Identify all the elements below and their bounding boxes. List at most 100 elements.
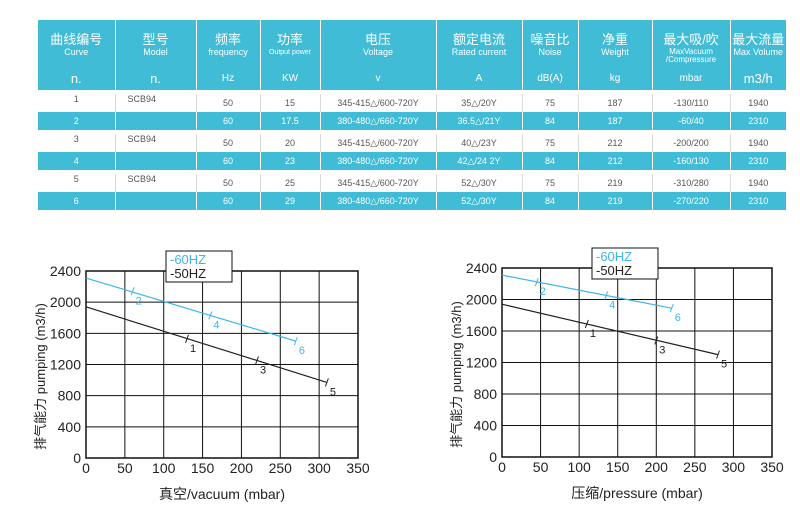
header-cn-cell: 噪音比	[522, 20, 579, 48]
table-cell: 2310	[730, 152, 786, 170]
table-cell: 84	[522, 112, 579, 130]
unit-cell: A	[436, 66, 523, 90]
table-cell: 380-480△/660-720Y	[320, 152, 437, 170]
table-cell: 6	[38, 192, 116, 210]
spec-table-body: 1 SCB94 50 15 345-415△/600-720Y 35△/20Y 75 187-…	[38, 94, 786, 210]
unit-cell: kg	[578, 66, 653, 90]
x-tick-label: 350	[346, 460, 370, 476]
legend-box	[591, 247, 659, 280]
header-cn-cell: 净重	[578, 20, 653, 48]
table-cell: 60	[196, 112, 261, 130]
table-cell: 75	[522, 174, 579, 192]
table-cell: 345-415△/600-720Y	[320, 94, 437, 112]
x-tick-label: 300	[722, 459, 746, 475]
header-en-cell: frequency	[196, 48, 261, 66]
header-cn-cell: 电压	[320, 20, 437, 48]
y-tick-label: 1600	[466, 323, 497, 339]
legend-entry-50hz: -50HZ	[596, 263, 632, 278]
curve-marker	[293, 336, 298, 346]
y-tick-label: 0	[489, 449, 497, 465]
series-line-50hz	[85, 306, 328, 383]
table-cell: 2310	[730, 112, 786, 130]
curve-marker-label: 5	[721, 359, 727, 371]
table-row: 4 60 23 380-480△/660-720Y 42△/24 2Y 84 212 -160…	[38, 152, 786, 170]
header-cn-cell: 曲线编号	[38, 20, 116, 48]
curve-marker-label: 6	[299, 345, 305, 357]
table-row: 6 60 29 380-480△/660-720Y 52△/30Y 84 219 -270/2…	[38, 192, 786, 210]
table-cell: -310/280	[652, 174, 731, 192]
curve-marker	[208, 311, 213, 320]
table-cell: 345-415△/600-720Y	[320, 134, 437, 152]
x-tick-label: 150	[606, 459, 630, 475]
unit-cell: m3/h	[730, 66, 786, 90]
header-en-cell: Voltage	[320, 48, 437, 66]
table-cell: 345-415△/600-720Y	[320, 174, 437, 192]
y-axis-label: 排气能力 pumping (m3/h)	[449, 301, 464, 448]
header-en-cell: Rated current	[436, 48, 523, 66]
x-tick-label: 300	[307, 460, 331, 476]
unit-cell: mbar	[652, 66, 731, 90]
table-row: 2 60 17.5 380-480△/660-720Y 36.5△/21Y 84 187 -6…	[38, 112, 786, 130]
table-cell: SCB94	[115, 174, 197, 192]
table-cell: 50	[196, 134, 261, 152]
curve-marker	[534, 277, 539, 287]
table-cell: 4	[38, 152, 116, 170]
table-cell: -130/110	[652, 94, 731, 112]
table-cell: 60	[196, 152, 261, 170]
table-cell: 3	[38, 134, 116, 152]
header-cn-cell: 型号	[115, 20, 197, 48]
curve-marker	[716, 350, 720, 359]
table-cell: 2	[38, 112, 116, 130]
y-tick-label: 2000	[466, 292, 497, 308]
table-cell: 23	[260, 152, 321, 170]
table-cell: 20	[260, 134, 321, 152]
table-cell: 15	[260, 94, 321, 112]
table-cell: 219	[578, 174, 653, 192]
legend-entry-60hz: -60HZ	[596, 249, 632, 264]
table-cell: 50	[196, 174, 261, 192]
table-cell: 40△/23Y	[436, 134, 523, 152]
curve-marker-label: 3	[260, 365, 266, 377]
y-tick-label: 800	[58, 388, 82, 404]
table-cell: 1	[38, 94, 116, 112]
unit-cell: v	[320, 66, 437, 90]
header-cn-cell: 频率	[196, 20, 261, 48]
x-tick-label: 250	[683, 459, 707, 475]
table-cell: 84	[522, 192, 579, 210]
legend-entry-60hz: -60HZ	[170, 252, 206, 267]
table-cell: 17.5	[260, 112, 321, 130]
table-cell: -270/220	[652, 192, 731, 210]
table-cell: 52△/30Y	[436, 192, 523, 210]
table-cell: 50	[196, 94, 261, 112]
curve-marker-label: 6	[675, 312, 681, 324]
y-axis-label: 排气能力 pumping (m3/h)	[33, 303, 48, 450]
series-line-60hz	[501, 274, 672, 309]
header-en-cell: MaxVacuum /Compressure	[652, 48, 731, 66]
table-cell: 42△/24 2Y	[436, 152, 523, 170]
curve-marker	[654, 336, 659, 345]
curve-marker-label: 1	[190, 343, 196, 355]
table-cell: 60	[196, 192, 261, 210]
series-line-60hz	[85, 277, 297, 342]
table-cell: 35△/20Y	[436, 94, 523, 112]
unit-cell: n.	[115, 66, 197, 90]
unit-cell: Hz	[196, 66, 261, 90]
curve-marker	[255, 356, 259, 365]
series-line-50hz	[501, 303, 719, 356]
curve-marker	[604, 291, 609, 300]
curve-marker-label: 1	[590, 328, 596, 340]
table-cell: 84	[522, 152, 579, 170]
table-cell: -200/200	[652, 134, 731, 152]
header-en-cell: Curve	[38, 48, 116, 66]
table-cell: 1940	[730, 94, 786, 112]
x-axis-label: 真空/vacuum (mbar)	[159, 486, 285, 502]
curve-marker	[324, 378, 329, 387]
table-cell: 29	[260, 192, 321, 210]
curve-marker-label: 5	[330, 386, 336, 398]
table-row: 5 SCB94 50 25 345-415△/600-720Y 52△/30Y 75 219-…	[38, 174, 786, 192]
x-tick-label: 50	[117, 460, 133, 476]
table-cell: 5	[38, 174, 116, 192]
header-cn-cell: 额定电流	[436, 20, 523, 48]
